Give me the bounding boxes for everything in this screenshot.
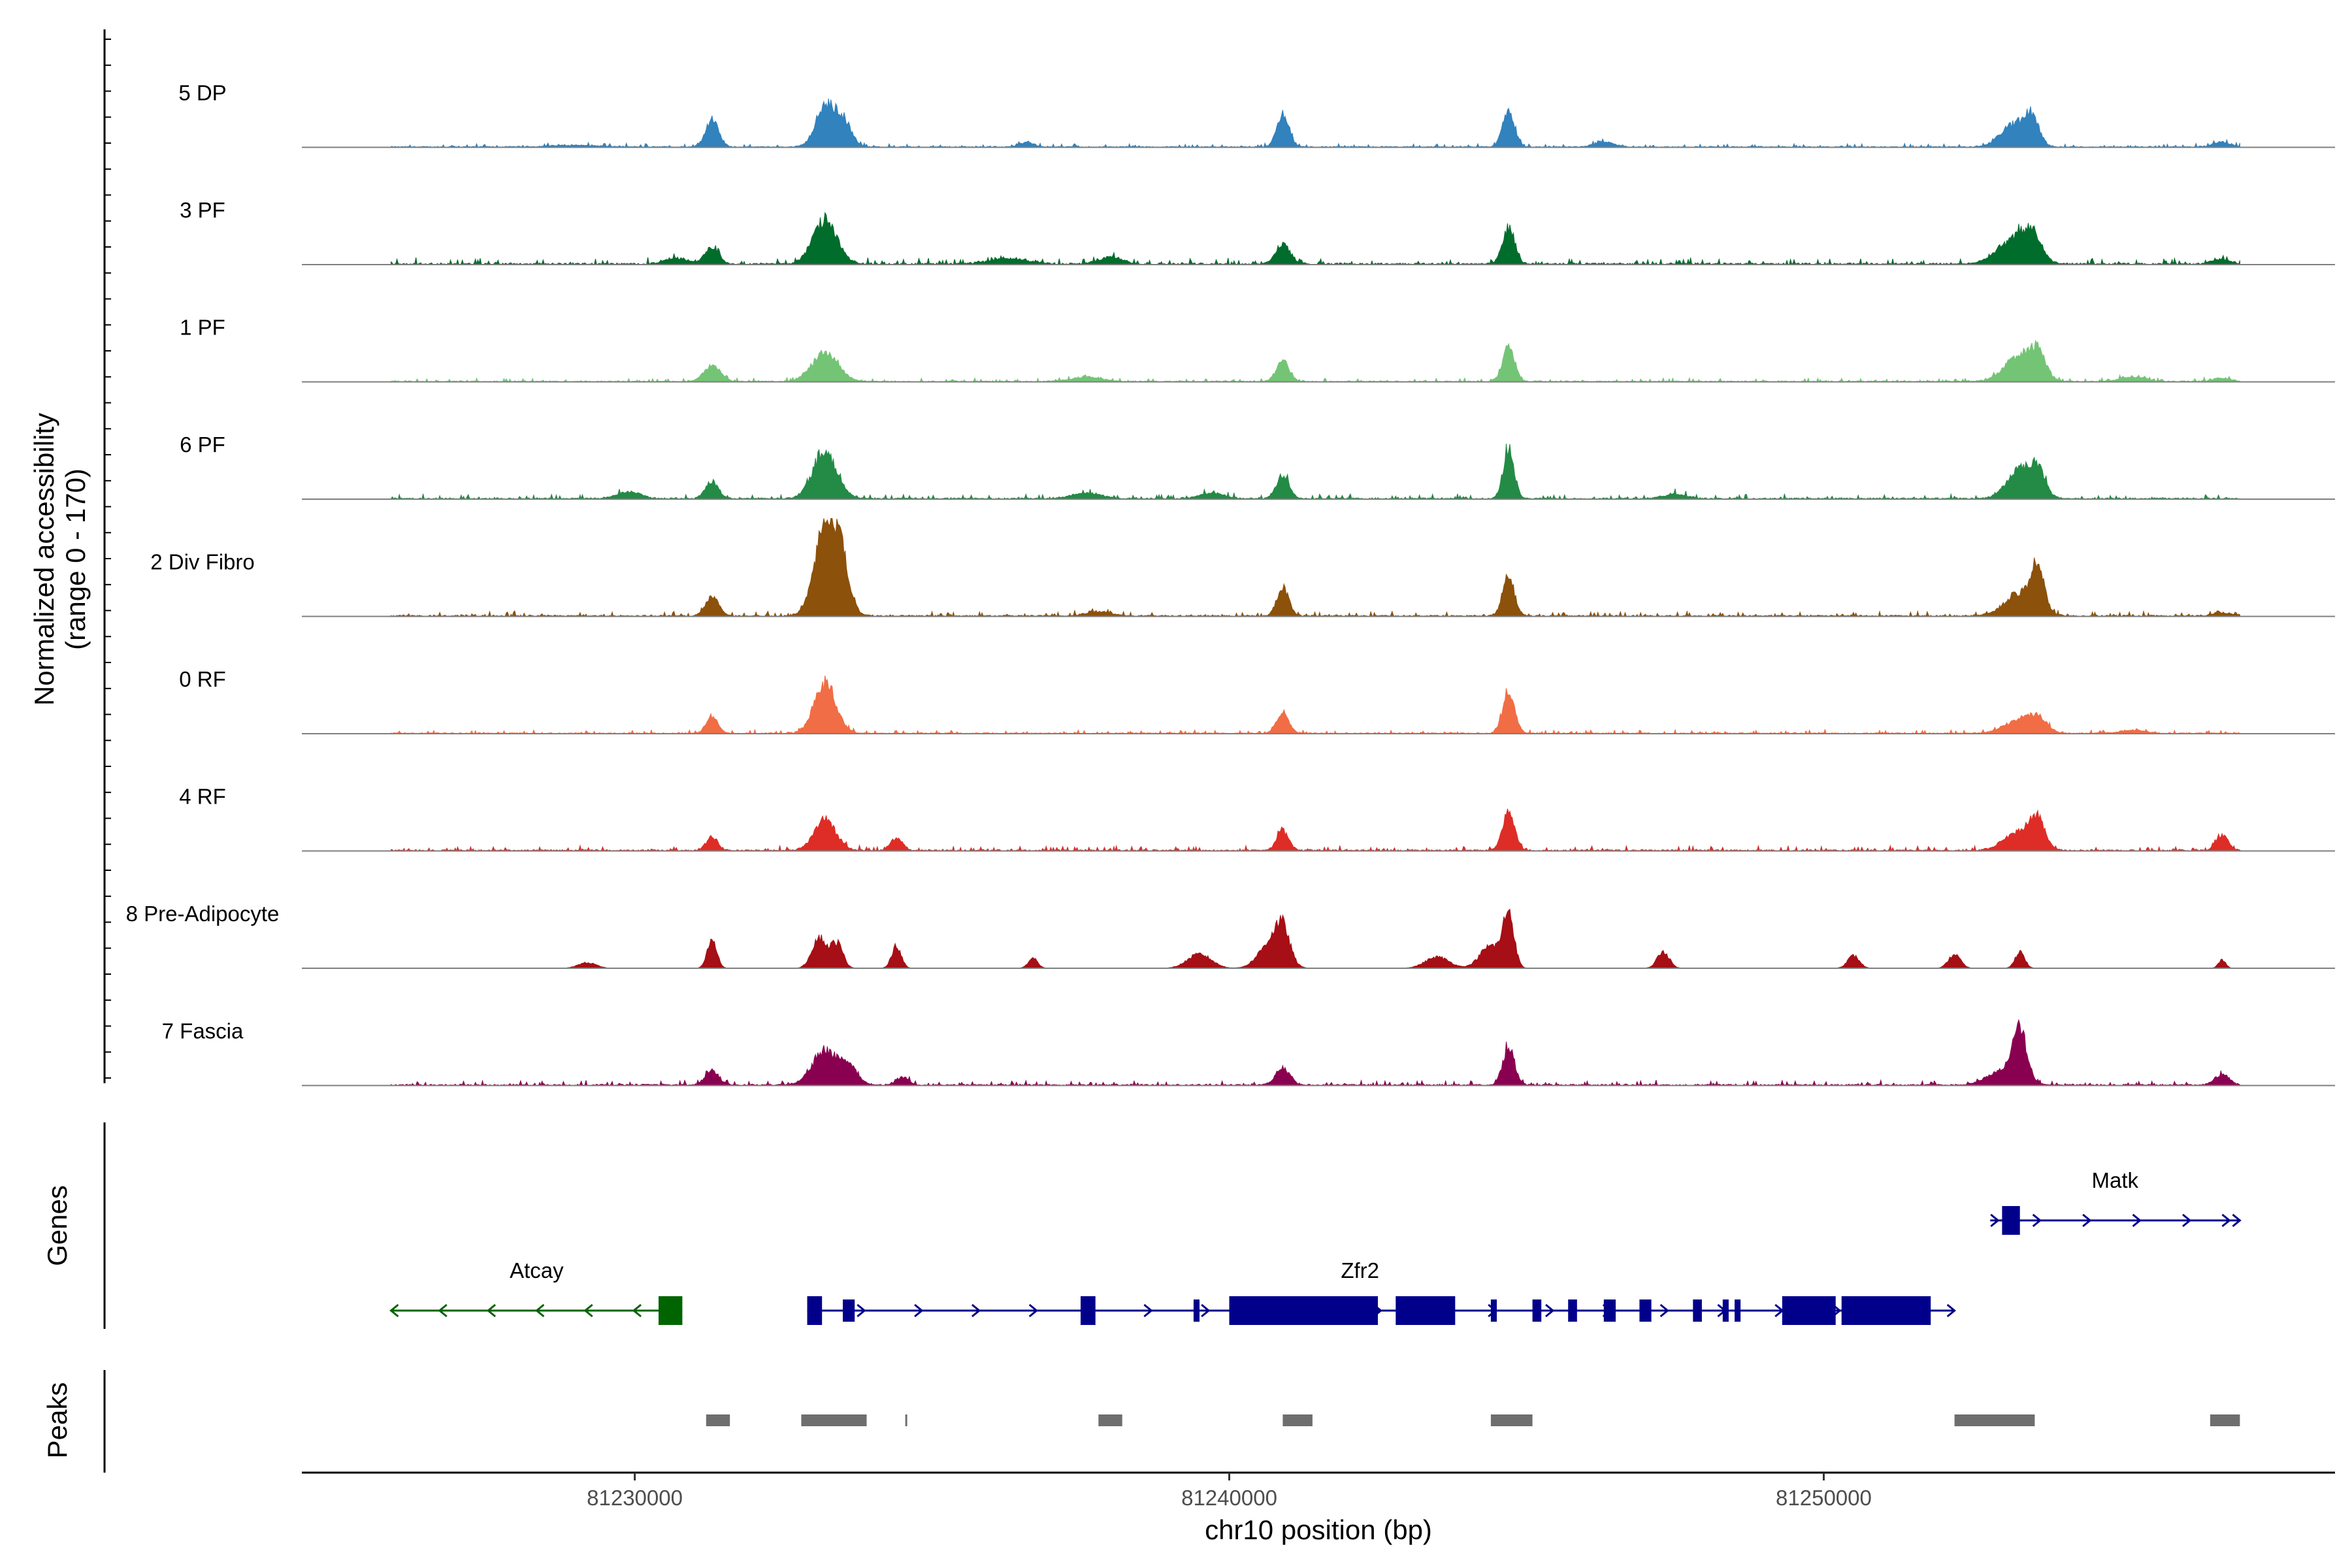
track-label: 4 RF [179,785,226,809]
strand-arrow-icon [1201,1303,1211,1318]
strand-arrow-icon [2221,1213,2231,1228]
strand-arrow-icon [2182,1213,2192,1228]
gene-atcay: Atcay [389,1258,683,1325]
gene-exon [1081,1296,1096,1325]
track-8-pre-adipocyte: 8 Pre-Adipocyte [126,902,2335,969]
gene-exon [1841,1296,1931,1325]
strand-arrow-icon [583,1303,593,1318]
peaks-panel-label: Peaks [42,1382,73,1459]
gene-exon [1603,1299,1616,1322]
x-tick-label: 81230000 [587,1486,683,1510]
gene-name-label: Matk [2092,1168,2139,1192]
strand-arrow-icon [438,1303,448,1318]
y-axis-title-line2: (range 0 - 170) [60,468,91,650]
gene-exon [1229,1296,1378,1325]
coverage-area-0-rf [391,675,2240,735]
accessibility-tracks: 5 DP 3 PF 1 PF 6 PF 2 Div Fibro 0 RF 4 RF 8 Pre… [126,81,2335,1086]
peak-region [801,1414,867,1426]
peak-regions-panel [706,1414,2240,1426]
strand-arrow-icon [1946,1303,1957,1318]
coverage-area-1-pf [391,339,2240,383]
gene-exon [1722,1299,1729,1322]
gene-name-label: Atcay [510,1258,564,1282]
track-label: 1 PF [180,316,225,340]
gene-exon [1532,1299,1542,1322]
track-label: 3 PF [180,198,225,222]
gene-exon [1693,1299,1702,1322]
gene-exon [1735,1299,1741,1322]
peak-region [1282,1414,1313,1426]
track-5-dp: 5 DP [178,81,2335,148]
strand-arrow-icon [1659,1303,1669,1318]
coverage-area-7-fascia [391,1019,2240,1086]
track-label: 0 RF [179,667,226,691]
track-0-rf: 0 RF [179,667,2335,735]
peak-region [1490,1414,1533,1426]
track-label: 8 Pre-Adipocyte [126,902,280,926]
coverage-area-4-rf [391,808,2240,853]
gene-exon [2002,1206,2020,1235]
x-tick-label: 81240000 [1181,1486,1277,1510]
track-1-pf: 1 PF [180,316,2335,383]
strand-arrow-icon [971,1303,981,1318]
track-label: 5 DP [178,81,226,105]
gene-exon [1193,1299,1200,1322]
gene-exon [807,1296,823,1325]
gene-name-label: Zfr2 [1341,1258,1379,1282]
strand-arrow-icon [486,1303,497,1318]
strand-arrow-icon [2032,1213,2042,1228]
gene-exon [1490,1299,1497,1322]
coverage-area-2-div-fibro [391,518,2240,618]
genes-panel-label: Genes [42,1185,73,1266]
track-2-div-fibro: 2 Div Fibro [150,518,2335,618]
coverage-area-8-pre-adipocyte [391,908,2240,969]
strand-arrow-icon [535,1303,545,1318]
strand-arrow-icon [857,1303,866,1318]
coverage-y-axis [103,29,111,1083]
peak-region [1954,1414,2035,1426]
gene-matk: Matk [1990,1168,2242,1235]
x-axis-title: chr10 position (bp) [1205,1514,1432,1545]
coverage-area-6-pf [390,444,2240,500]
peak-region [706,1414,730,1426]
gene-exon [1782,1296,1836,1325]
strand-arrow-icon [2232,1213,2242,1228]
gene-exon [659,1296,683,1325]
gene-zfr2: Zfr2 [807,1258,1957,1325]
track-7-fascia: 7 Fascia [162,1019,2335,1086]
x-axis-ticks: 81230000 81240000 81250000 [587,1473,1872,1510]
track-label: 7 Fascia [162,1019,244,1043]
coverage-area-5-dp [391,98,2240,148]
strand-arrow-icon [1990,1213,2000,1228]
strand-arrow-icon [1143,1303,1153,1318]
track-3-pf: 3 PF [180,198,2335,266]
strand-arrow-icon [1028,1303,1039,1318]
coverage-area-3-pf [391,212,2240,266]
gene-exon [1639,1299,1652,1322]
strand-arrow-icon [389,1303,399,1318]
strand-arrow-icon [1545,1303,1555,1318]
gene-exon [1568,1299,1577,1322]
peak-region [905,1414,907,1426]
track-6-pf: 6 PF [180,433,2335,500]
strand-arrow-icon [2082,1213,2092,1228]
track-4-rf: 4 RF [179,785,2335,853]
x-axis: 81230000 81240000 81250000 [302,1471,2335,1510]
strand-arrow-icon [2132,1213,2142,1228]
peak-region [1098,1414,1122,1426]
x-tick-label: 81250000 [1776,1486,1872,1510]
strand-arrow-icon [632,1303,642,1318]
gene-exon [1396,1296,1456,1325]
track-label: 6 PF [180,433,225,457]
strand-arrow-icon [914,1303,924,1318]
peak-region [2210,1414,2240,1426]
gene-exon [843,1299,855,1322]
coverage-y-ticks [105,39,111,1079]
gene-annotation-panel: Atcay Zfr2 Matk [389,1168,2242,1325]
y-axis-title-line1: Normalized accessibility [29,413,59,706]
track-label: 2 Div Fibro [150,550,255,574]
